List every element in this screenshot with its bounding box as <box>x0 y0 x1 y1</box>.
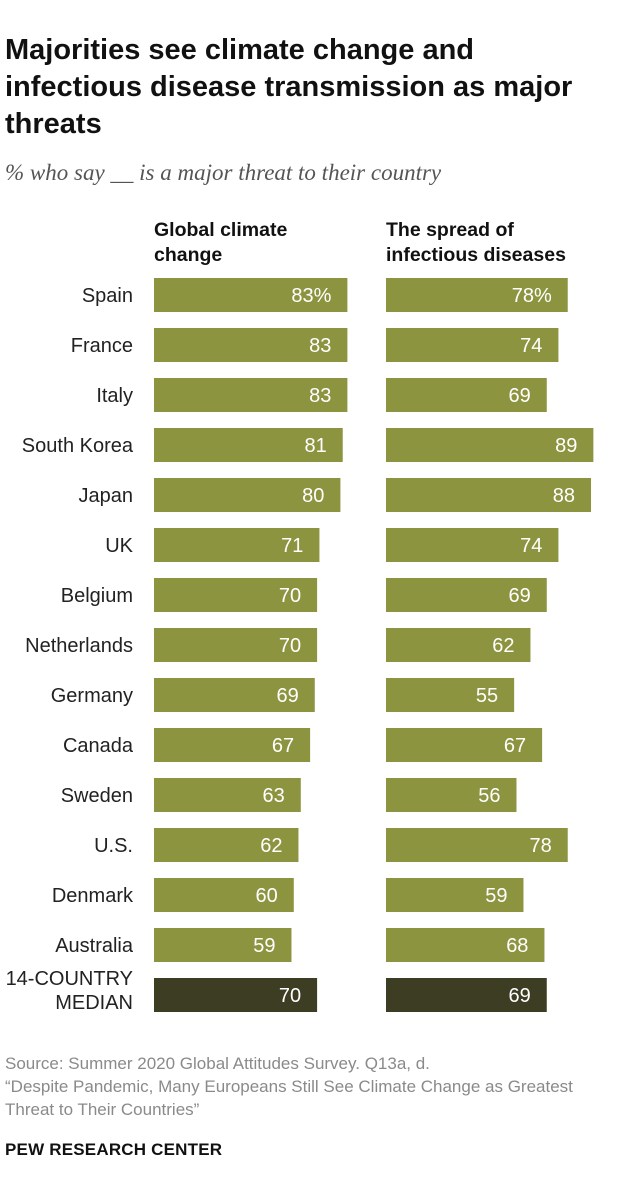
category-label: U.S. <box>94 835 133 857</box>
value-label: 60 <box>256 885 278 907</box>
category-label: Germany <box>51 685 133 707</box>
bar-climate <box>154 478 341 512</box>
bar-diseases <box>386 378 547 412</box>
value-label: 55 <box>476 685 498 707</box>
value-label: 70 <box>279 985 301 1007</box>
bar-diseases <box>386 278 568 312</box>
bar-climate <box>154 378 348 412</box>
bar-diseases <box>386 678 515 712</box>
footer-brand: PEW RESEARCH CENTER <box>5 1140 223 1159</box>
bar-diseases <box>386 628 531 662</box>
value-label: 62 <box>492 635 514 657</box>
report-title: “Despite Pandemic, Many Europeans Still … <box>5 1077 573 1119</box>
value-label: 88 <box>553 485 575 507</box>
category-label: Canada <box>63 735 134 757</box>
source-text: Source: Summer 2020 Global Attitudes Sur… <box>5 1054 430 1073</box>
category-label: Belgium <box>61 585 133 607</box>
category-label: Australia <box>55 935 134 957</box>
value-label: 63 <box>263 785 285 807</box>
value-label: 69 <box>277 685 299 707</box>
category-label: Spain <box>82 285 133 307</box>
value-label: 80 <box>302 485 324 507</box>
value-label: 74 <box>520 335 542 357</box>
chart-subtitle: % who say __ is a major threat to their … <box>5 160 442 185</box>
bar-climate <box>154 728 311 762</box>
value-label: 71 <box>281 535 303 557</box>
value-label: 59 <box>485 885 507 907</box>
category-label: Denmark <box>52 885 134 907</box>
value-label: 81 <box>304 435 326 457</box>
value-label: 69 <box>509 585 531 607</box>
bar-climate <box>154 828 299 862</box>
category-label: 14-COUNTRY MEDIAN <box>6 968 133 1014</box>
bar-diseases <box>386 978 547 1012</box>
value-label: 89 <box>555 435 577 457</box>
bar-climate <box>154 428 343 462</box>
bar-diseases <box>386 478 592 512</box>
bar-climate <box>154 528 320 562</box>
bar-diseases <box>386 428 594 462</box>
bar-diseases <box>386 828 568 862</box>
value-label: 59 <box>253 935 275 957</box>
category-label: Netherlands <box>25 635 133 657</box>
value-label: 83 <box>309 385 331 407</box>
bar-climate <box>154 278 348 312</box>
bar-climate <box>154 578 318 612</box>
series-header-climate: Global climate change <box>154 219 288 266</box>
category-label: Japan <box>79 485 134 507</box>
bar-climate <box>154 328 348 362</box>
value-label: 78 <box>529 835 551 857</box>
value-label: 69 <box>509 385 531 407</box>
bar-chart: Spain 83% 78% France 83 74 Italy 83 69 South Kore… <box>6 278 594 1014</box>
bar-climate <box>154 628 318 662</box>
bar-diseases <box>386 878 524 912</box>
bar-diseases <box>386 328 559 362</box>
category-label: Italy <box>96 385 133 407</box>
source-note: Source: Summer 2020 Global Attitudes Sur… <box>5 1052 605 1121</box>
value-label: 69 <box>509 985 531 1007</box>
category-label: UK <box>105 535 133 557</box>
category-label: Sweden <box>61 785 133 807</box>
bar-climate <box>154 778 301 812</box>
value-label: 68 <box>506 935 528 957</box>
bar-climate <box>154 978 318 1012</box>
value-label: 67 <box>272 735 294 757</box>
series-header-diseases: The spread of infectious diseases <box>386 219 566 266</box>
value-label: 78% <box>512 285 552 307</box>
value-label: 70 <box>279 585 301 607</box>
category-label: France <box>71 335 133 357</box>
bar-diseases <box>386 778 517 812</box>
bar-climate <box>154 878 294 912</box>
bar-diseases <box>386 578 547 612</box>
chart-title: Majorities see climate change and infect… <box>5 34 573 140</box>
category-label: South Korea <box>22 435 134 457</box>
value-label: 62 <box>260 835 282 857</box>
value-label: 83% <box>291 285 331 307</box>
bar-climate <box>154 678 315 712</box>
value-label: 74 <box>520 535 542 557</box>
bar-diseases <box>386 928 545 962</box>
value-label: 56 <box>478 785 500 807</box>
value-label: 67 <box>504 735 526 757</box>
value-label: 83 <box>309 335 331 357</box>
value-label: 70 <box>279 635 301 657</box>
bar-diseases <box>386 528 559 562</box>
bar-climate <box>154 928 292 962</box>
bar-diseases <box>386 728 543 762</box>
